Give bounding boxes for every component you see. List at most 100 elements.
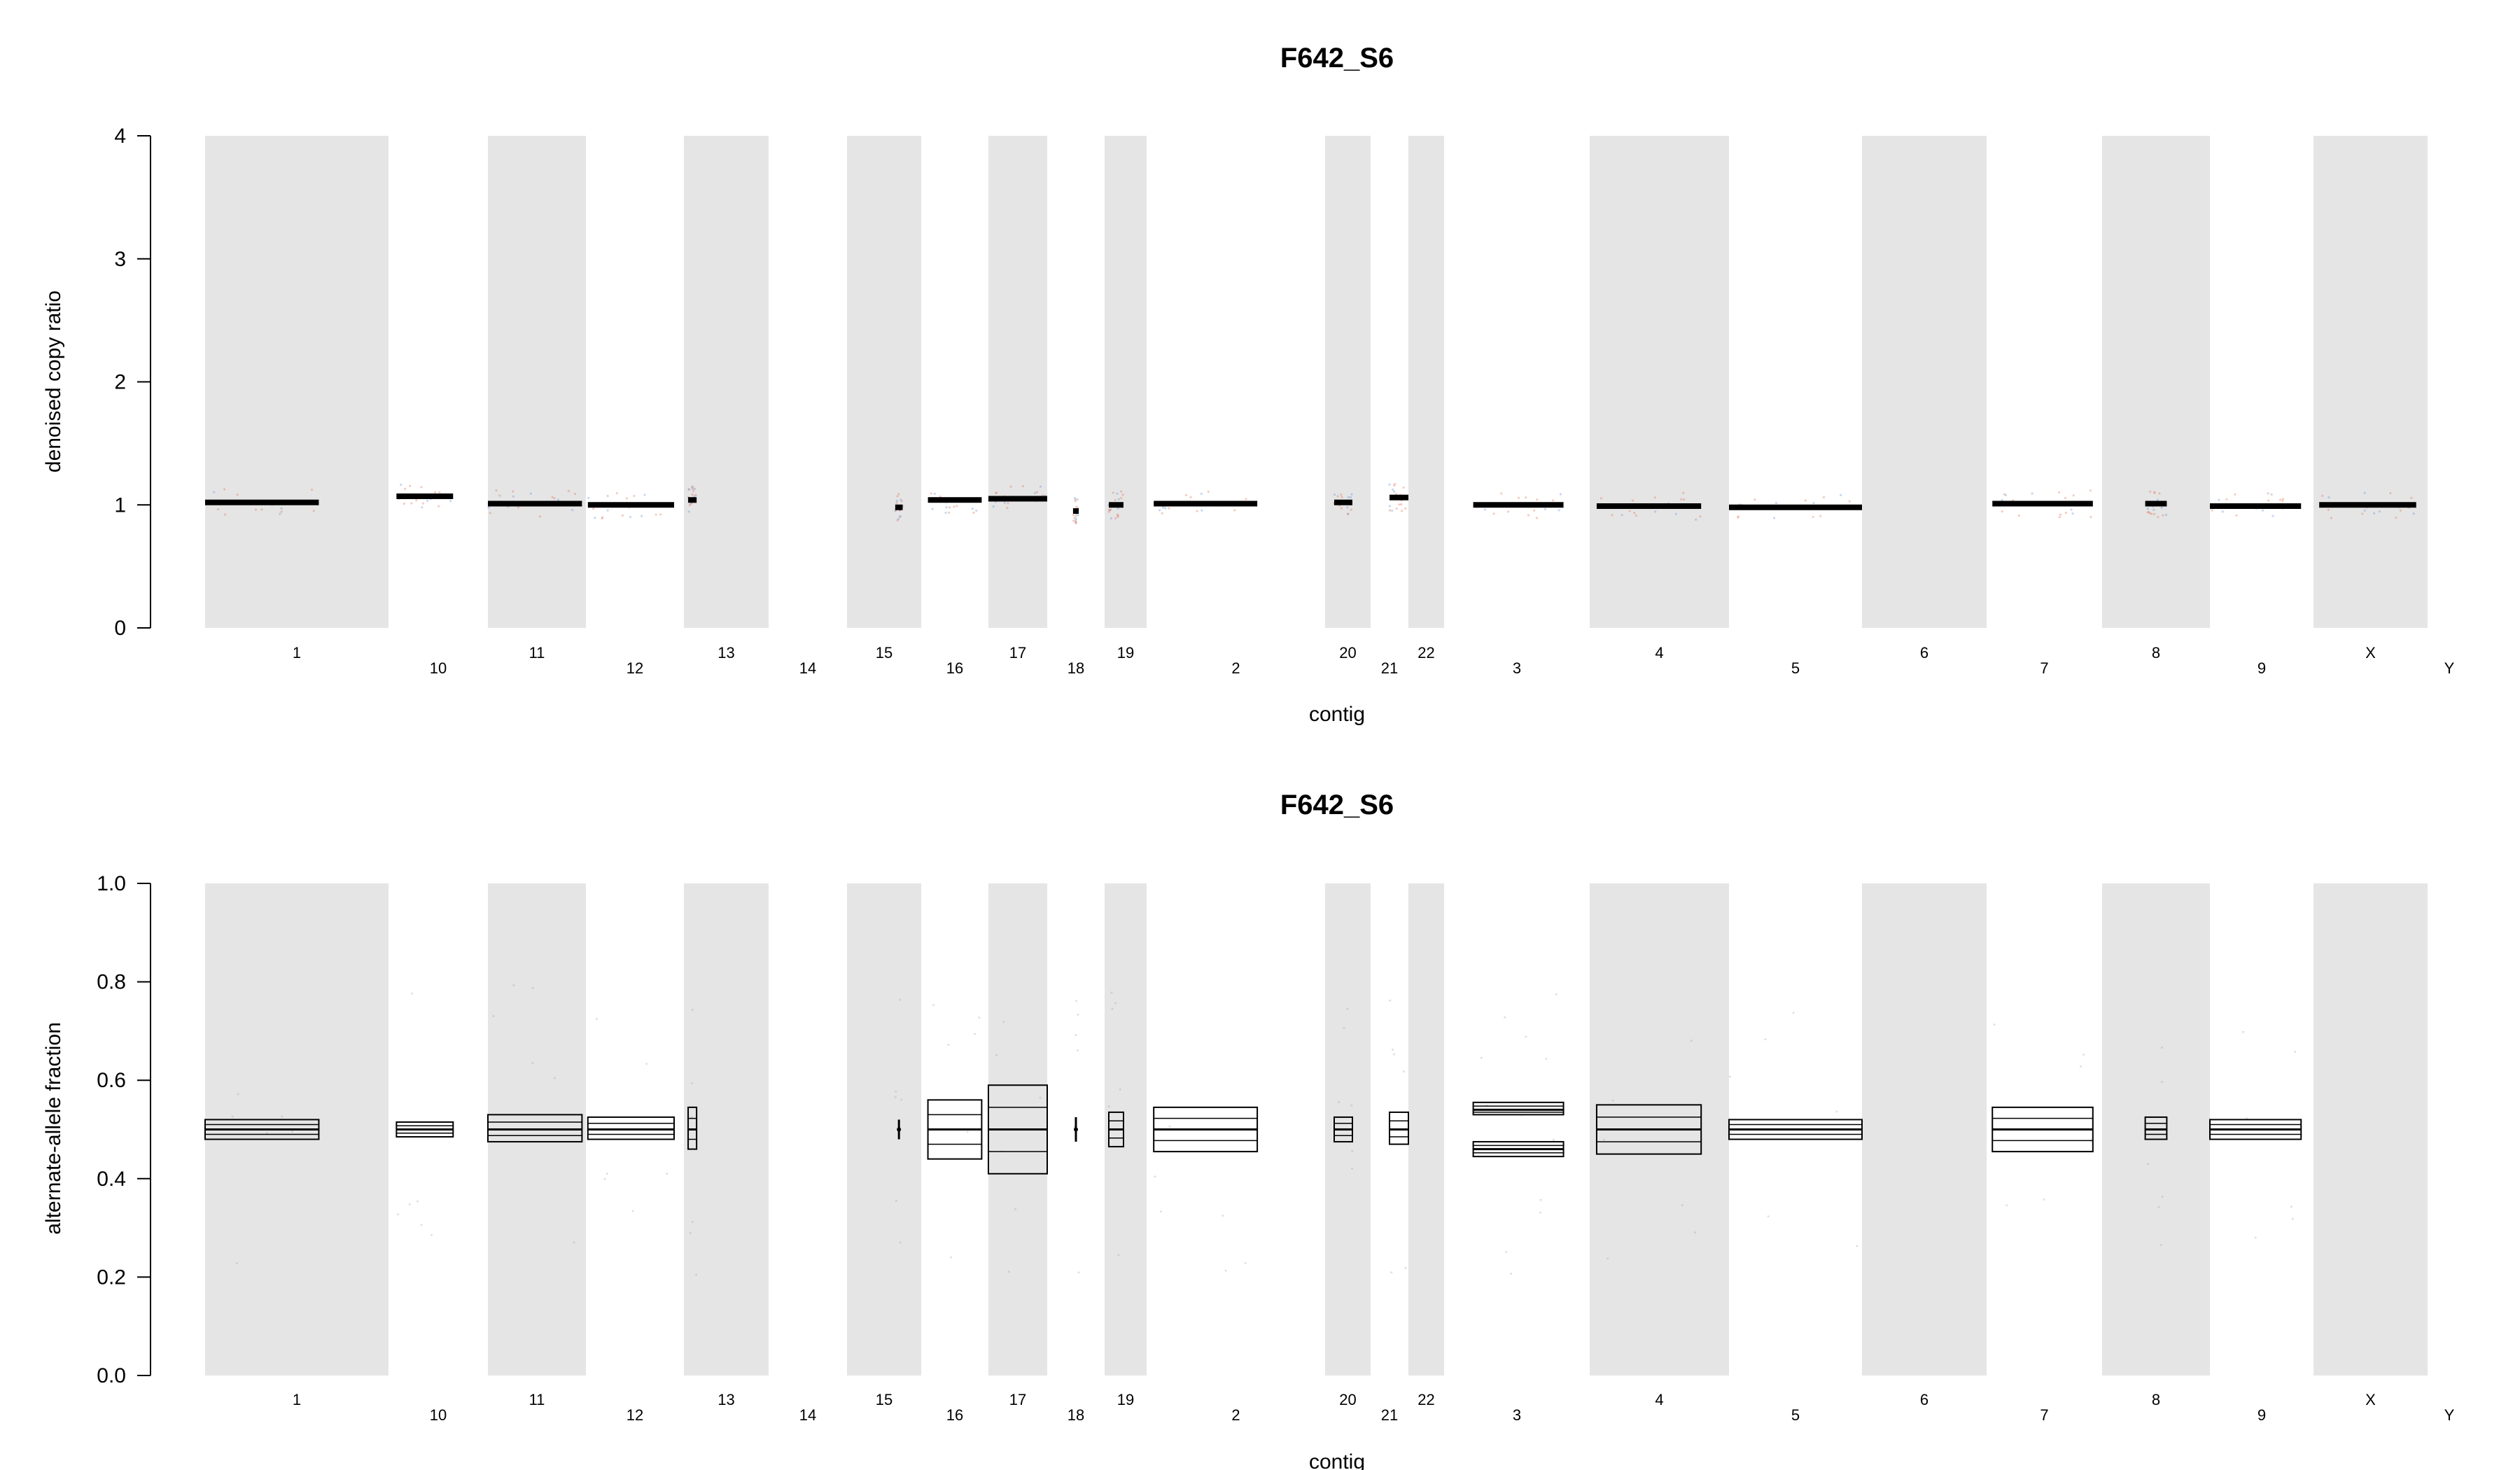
copy-ratio-point: [1404, 507, 1407, 510]
copy-ratio-segment-7: [1992, 500, 2093, 507]
copy-ratio-point: [2064, 512, 2068, 514]
copy-ratio-point: [1674, 512, 1678, 515]
copy-ratio-point: [1112, 491, 1114, 494]
copy-ratio-point: [687, 488, 691, 491]
contig-label-22: 22: [1418, 644, 1434, 662]
copy-ratio-point: [1654, 510, 1657, 513]
allele-fraction-point: [1107, 1105, 1110, 1108]
copy-ratio-point: [1754, 498, 1756, 501]
contig-label-17: 17: [1009, 1391, 1026, 1408]
copy-ratio-point: [409, 484, 412, 487]
copy-ratio-point: [2146, 507, 2149, 510]
allele-fraction-point: [932, 1004, 934, 1007]
copy-ratio-point: [897, 493, 900, 496]
copy-ratio-point: [1072, 514, 1074, 517]
copy-ratio-point: [487, 506, 490, 509]
copy-ratio-point: [310, 488, 314, 491]
y-tick-label: 1: [114, 493, 126, 517]
copy-ratio-point: [2361, 512, 2364, 515]
y-tick-label: 0.2: [97, 1266, 126, 1289]
allele-fraction-point: [950, 1256, 953, 1259]
copy-ratio-point: [1391, 509, 1394, 512]
allele-fraction-point: [595, 1018, 598, 1021]
contig-label-10: 10: [430, 659, 447, 677]
allele-fraction-segment-20: [1334, 1116, 1353, 1143]
copy-ratio-point: [1628, 510, 1631, 512]
allele-fraction-segment-5: [1728, 1119, 1863, 1140]
copy-ratio-point: [2071, 512, 2074, 515]
allele-fraction-segment-1: [204, 1119, 320, 1140]
copy-ratio-point: [2211, 509, 2213, 512]
copy-ratio-point: [2058, 516, 2061, 519]
allele-fraction-point: [1351, 1149, 1354, 1152]
copy-ratio-point: [1340, 496, 1343, 498]
copy-ratio-point: [2004, 493, 2008, 496]
copy-ratio-point: [895, 499, 898, 503]
copy-ratio-point: [1699, 515, 1702, 518]
segment-box: [687, 1106, 698, 1150]
copy-ratio-point: [1076, 498, 1079, 501]
allele-fraction-point: [1014, 1208, 1017, 1210]
y-tick-label: 3: [114, 248, 126, 271]
allele-fraction-point: [1392, 1049, 1394, 1051]
copy-ratio-point: [2281, 498, 2284, 500]
copy-ratio-point: [217, 508, 220, 511]
y-tick-label: 0: [114, 617, 126, 640]
copy-ratio-point: [213, 491, 216, 493]
allele-fraction-point: [1002, 1021, 1005, 1023]
contig-label-18: 18: [1068, 659, 1084, 677]
allele-fraction-point: [1510, 1273, 1513, 1275]
copy-ratio-point: [1611, 514, 1614, 517]
copy-ratio-point: [1120, 496, 1123, 500]
copy-ratio-point: [2267, 492, 2269, 495]
allele-fraction-point: [1525, 1035, 1527, 1038]
copy-ratio-point: [1840, 493, 1842, 496]
contig-band-6: [1862, 883, 1987, 1376]
copy-ratio-point: [553, 497, 556, 500]
allele-fraction-point: [1602, 1138, 1605, 1141]
copy-ratio-point: [2017, 514, 2020, 517]
copy-ratio-point: [1116, 514, 1119, 517]
copy-ratio-point: [1682, 491, 1685, 494]
contig-label-9: 9: [2258, 659, 2266, 677]
contig-label-2: 2: [1231, 1406, 1240, 1424]
copy-ratio-point: [426, 499, 429, 503]
copy-ratio-point: [2235, 514, 2238, 517]
copy-ratio-point: [280, 507, 283, 510]
copy-ratio-point: [279, 512, 281, 515]
copy-ratio-point: [1391, 488, 1394, 491]
copy-ratio-point: [2160, 506, 2163, 509]
copy-ratio-point: [1812, 515, 1814, 519]
contig-band-8: [2102, 136, 2210, 628]
copy-ratio-point: [1035, 491, 1038, 493]
allele-fraction-point: [2160, 1046, 2163, 1049]
allele-fraction-point: [691, 1009, 694, 1011]
copy-ratio-point: [1075, 505, 1078, 508]
allele-fraction-point: [553, 1077, 556, 1079]
copy-ratio-point: [1107, 509, 1111, 512]
copy-ratio-point: [2001, 498, 2003, 501]
copy-ratio-point: [236, 493, 239, 496]
allele-fraction-point: [974, 1032, 976, 1035]
allele-fraction-point: [231, 1115, 234, 1118]
copy-ratio-point: [2267, 499, 2270, 502]
allele-fraction-point: [1154, 1175, 1156, 1178]
copy-ratio-point: [1074, 517, 1078, 520]
copy-ratio-point: [955, 505, 958, 507]
copy-ratio-point: [1074, 521, 1077, 524]
allele-fraction-point: [689, 1232, 692, 1235]
y-tick-label: 0.8: [97, 971, 126, 994]
copy-ratio-point: [1233, 509, 1236, 512]
allele-fraction-segment-8: [2144, 1116, 2168, 1140]
allele-fraction-point: [2294, 1050, 2297, 1053]
copy-ratio-point: [1121, 493, 1124, 496]
copy-ratio-point: [438, 491, 441, 493]
allele-fraction-panel: 0.0 0.2 0.4 0.6 0.8 1.0 1 10 11 12 13 14 15 16 17 18 19…: [42, 790, 2455, 1470]
copy-ratio-point: [687, 488, 690, 491]
allele-fraction-point: [1117, 1254, 1120, 1256]
contig-label-18: 18: [1068, 1406, 1084, 1424]
copy-ratio-point: [692, 485, 694, 488]
contig-label-y: Y: [2444, 1406, 2455, 1424]
copy-ratio-point: [975, 509, 978, 512]
copy-ratio-point: [2003, 493, 2005, 496]
